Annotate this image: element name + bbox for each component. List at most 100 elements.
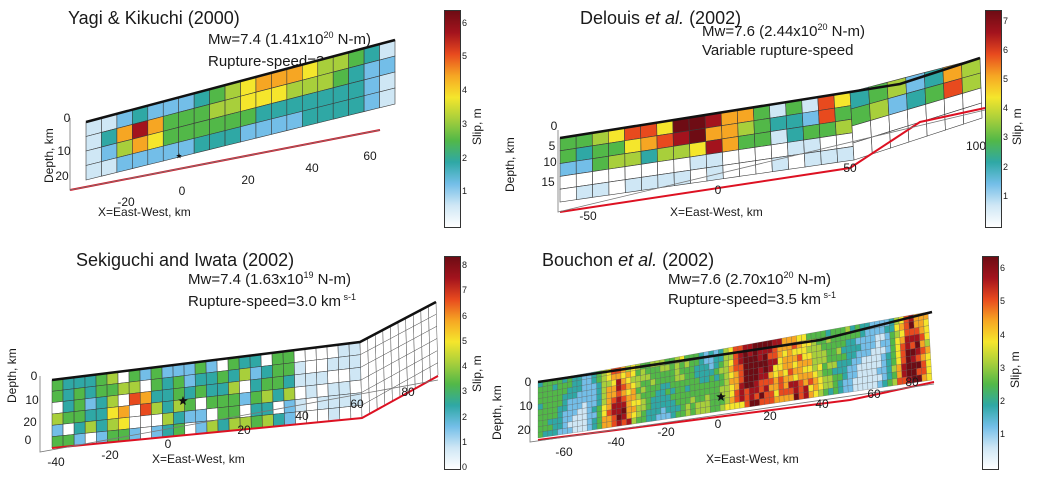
tick-label: -20: [117, 195, 135, 209]
slip-cell: [762, 359, 769, 368]
slip-cell: [675, 410, 681, 418]
panel-yagi-kikuchi: Yagi & Kikuchi (2000) Mw=7.4 (1.41x1020 …: [0, 0, 520, 240]
tick-label: 0: [715, 417, 722, 431]
slip-cell: [841, 359, 848, 368]
slip-cell: [786, 126, 804, 143]
slip-cell: [802, 123, 821, 141]
slip-cell: [778, 388, 785, 397]
slip-cell: [626, 406, 632, 414]
slip-cell: [709, 387, 715, 395]
slip-cell: [728, 371, 735, 379]
slip-cell: [542, 402, 548, 410]
colorbar: [444, 256, 461, 470]
slip-cell: [655, 377, 661, 385]
slip-cell: [729, 402, 736, 410]
slip-cell: [611, 402, 617, 410]
slip-cell: [733, 370, 740, 379]
slip-cell: [636, 416, 642, 424]
slip-cell: [596, 387, 602, 395]
slip-cell: [777, 350, 783, 359]
slip-cell: [547, 413, 553, 420]
slip-cell: [781, 337, 788, 345]
slip-cell: [659, 371, 666, 379]
slip-cell: [807, 365, 813, 373]
slip-cell: [889, 331, 896, 340]
slip-cell: [770, 142, 789, 159]
slip-cell: [674, 374, 681, 382]
slip-cell: [669, 375, 676, 383]
slip-cell: [129, 415, 141, 430]
slip-cell: [635, 369, 641, 377]
slip-cell: [151, 413, 163, 427]
slip-cell: [729, 384, 735, 392]
slip-cell: [172, 375, 185, 390]
slip-cell: [723, 360, 729, 368]
slip-cell: [825, 329, 831, 338]
slip-cell: [699, 382, 705, 390]
slip-cell: [743, 381, 750, 390]
colorbar-tick-label: 4: [462, 361, 468, 372]
slip-cell: [915, 360, 922, 369]
slip-cell: [886, 358, 892, 367]
slip-cell: [670, 387, 676, 395]
slip-cell: [694, 395, 701, 403]
slip-cell: [764, 397, 770, 405]
slip-cell: [542, 396, 548, 404]
slip-cell: [787, 361, 793, 370]
slip-cell: [709, 374, 715, 383]
slip-cell: [646, 409, 652, 417]
slip-cell: [870, 334, 876, 343]
slip-cell: [738, 146, 756, 164]
slip-cell: [689, 378, 695, 386]
slip-cell: [250, 390, 263, 405]
slip-cell: [833, 387, 839, 395]
slip-cell: [769, 396, 775, 405]
slip-cell: [631, 399, 637, 407]
slip-cell: [898, 322, 905, 331]
slip-cell: [562, 427, 568, 435]
slip-cell: [743, 375, 750, 383]
tick-label: 40: [815, 397, 829, 411]
slip-cell: [675, 392, 681, 400]
slip-cell: [724, 397, 731, 405]
slip-cell: [62, 399, 75, 414]
slip-cell: [552, 412, 558, 420]
slip-cell: [674, 368, 680, 376]
slip-cell: [881, 366, 888, 375]
magnitude-text: Mw=7.6 (2.70x1020 N-m): [668, 270, 831, 288]
slip-cell: [708, 362, 715, 370]
slip-cell: [575, 184, 593, 201]
slip-cell: [835, 132, 854, 150]
slip-cell: [847, 378, 854, 386]
slip-cell: [842, 385, 849, 394]
slip-cell: [118, 416, 130, 431]
slip-cell: [885, 345, 891, 354]
slip-cell: [547, 390, 553, 398]
slip-cell: [759, 391, 765, 400]
panel-delouis: Delouis et al. (2002) Mw=7.6 (2.44x1020 …: [503, 0, 1045, 240]
slip-cell: [552, 429, 558, 436]
slip-cell: [852, 371, 858, 379]
slip-cell: [690, 402, 696, 410]
slip-cell: [665, 412, 672, 420]
slip-cell: [582, 419, 588, 426]
tick-label: 50: [843, 161, 857, 175]
slip-cell: [557, 422, 563, 430]
slip-cell: [802, 110, 820, 127]
slip-cell: [866, 362, 873, 370]
slip-cell: [581, 378, 587, 386]
colorbar-tick-label: 5: [462, 51, 468, 62]
tick-label: 60: [867, 387, 881, 401]
slip-cell: [871, 367, 878, 376]
slip-cell: [562, 393, 568, 401]
slip-cell: [822, 369, 828, 377]
colorbar-tick-label: 3: [462, 386, 468, 397]
slip-cell: [865, 335, 871, 344]
slip-cell: [601, 392, 607, 400]
slip-cell: [51, 412, 64, 426]
slip-cell: [861, 356, 867, 364]
slip-cell: [860, 349, 867, 358]
slip-cell: [294, 385, 307, 400]
slip-cell: [194, 372, 207, 387]
slip-cell: [806, 352, 813, 360]
